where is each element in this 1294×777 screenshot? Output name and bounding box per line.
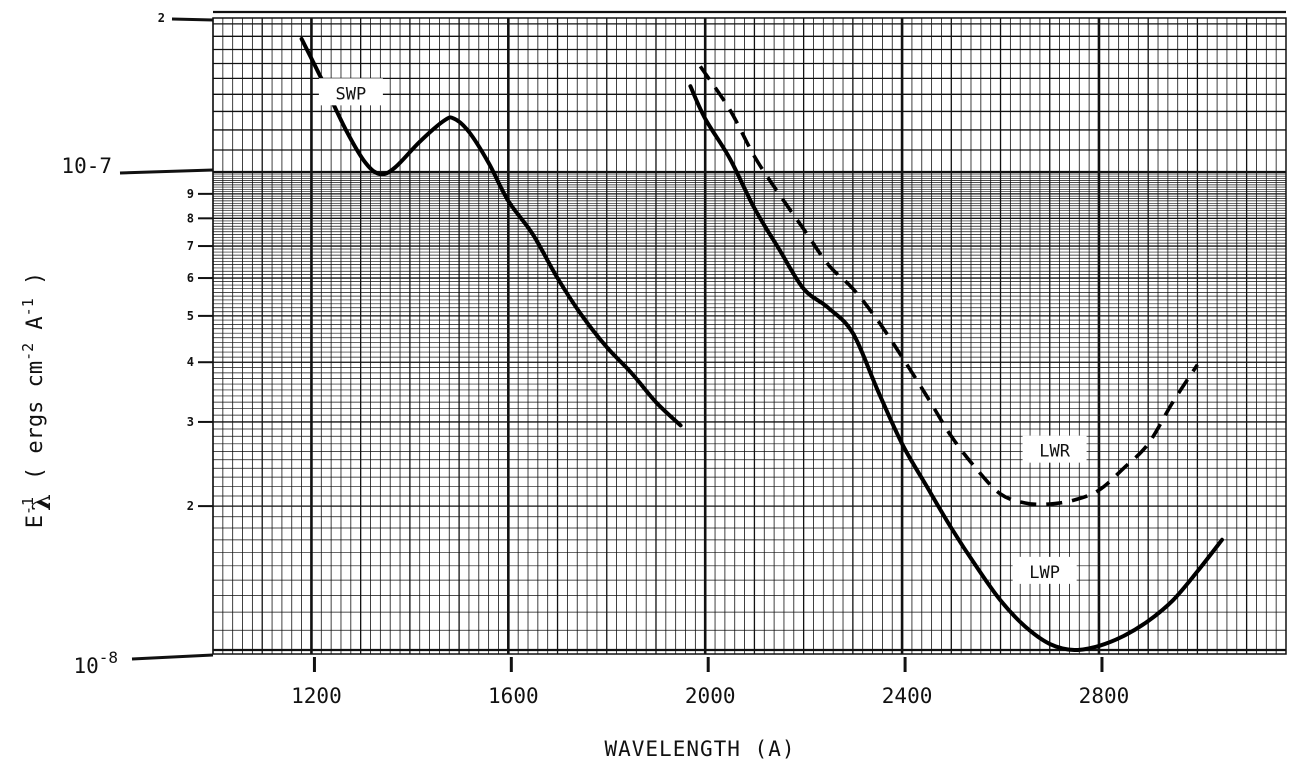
y-minor-tick-label: 2 xyxy=(187,499,194,513)
x-tick-label: 2400 xyxy=(882,684,933,708)
series-label-lwp: LWP xyxy=(1012,556,1077,584)
series-label-lwr: LWR xyxy=(1022,435,1087,463)
y-major-mark-top xyxy=(171,17,214,22)
series-label-bg xyxy=(1022,435,1087,463)
series-label-swp: SWP xyxy=(318,78,383,106)
y-label-symbol: E xyxy=(23,515,48,528)
y-tick-labels: 2 10-7 10-8 9 8 7 6 5 4 3 2 xyxy=(61,11,194,678)
curve-labels: SWP LWP LWR xyxy=(318,78,1087,584)
y-minor-tick-label: 3 xyxy=(187,415,194,429)
series-layer xyxy=(299,36,1224,653)
y-tick-label: 10-8 xyxy=(73,648,118,678)
y-tick-label: 2 xyxy=(158,11,165,25)
x-tick-label: 1600 xyxy=(488,684,539,708)
y-label-subscript: λ xyxy=(27,494,56,511)
y-label-superscript: -1 xyxy=(19,497,37,515)
y-label-units-exp1: -2 xyxy=(19,343,37,361)
grid xyxy=(212,10,1287,655)
y-tick-exponent: -8 xyxy=(99,648,118,667)
y-minor-tick-label: 5 xyxy=(187,309,194,323)
series-lwr-line xyxy=(698,65,1199,507)
series-swp-line xyxy=(299,36,683,428)
x-tick-label: 2800 xyxy=(1079,684,1130,708)
y-minor-tick-label: 7 xyxy=(187,239,194,253)
series-label-text: LWP xyxy=(1029,563,1060,583)
series-label-text: LWR xyxy=(1039,442,1070,462)
plot-frame xyxy=(212,17,1287,655)
y-major-mark-1e-7 xyxy=(119,168,214,175)
series-label-text: SWP xyxy=(336,84,367,104)
y-tick-label: 10-7 xyxy=(61,154,112,178)
y-minor-tick-label: 6 xyxy=(187,271,194,285)
x-tick-label: 1200 xyxy=(291,684,342,708)
series-label-bg xyxy=(1012,556,1077,584)
series-label-bg xyxy=(318,78,383,106)
y-major-mark-1e-8 xyxy=(131,653,214,661)
y-tick-base: 10 xyxy=(73,654,98,678)
y-label-units-mid: A xyxy=(23,316,48,343)
y-minor-tick-label: 9 xyxy=(187,187,194,201)
series-lwp-line xyxy=(688,84,1224,653)
y-axis-label: E-1λ( ergs cm-2 A-1 ) xyxy=(19,272,56,528)
x-tick-labels: 1200 1600 2000 2400 2800 xyxy=(291,657,1129,708)
y-label-units-exp2: -1 xyxy=(19,298,37,316)
y-label-units-close: ) xyxy=(23,272,48,299)
x-tick-label: 2000 xyxy=(685,684,736,708)
y-label-units-open: ( ergs cm xyxy=(23,361,48,480)
x-axis-label: WAVELENGTH (A) xyxy=(604,737,795,761)
y-minor-tick-label: 4 xyxy=(187,355,194,369)
y-minor-tick-label: 8 xyxy=(187,211,194,225)
axis-strokes xyxy=(119,17,214,661)
